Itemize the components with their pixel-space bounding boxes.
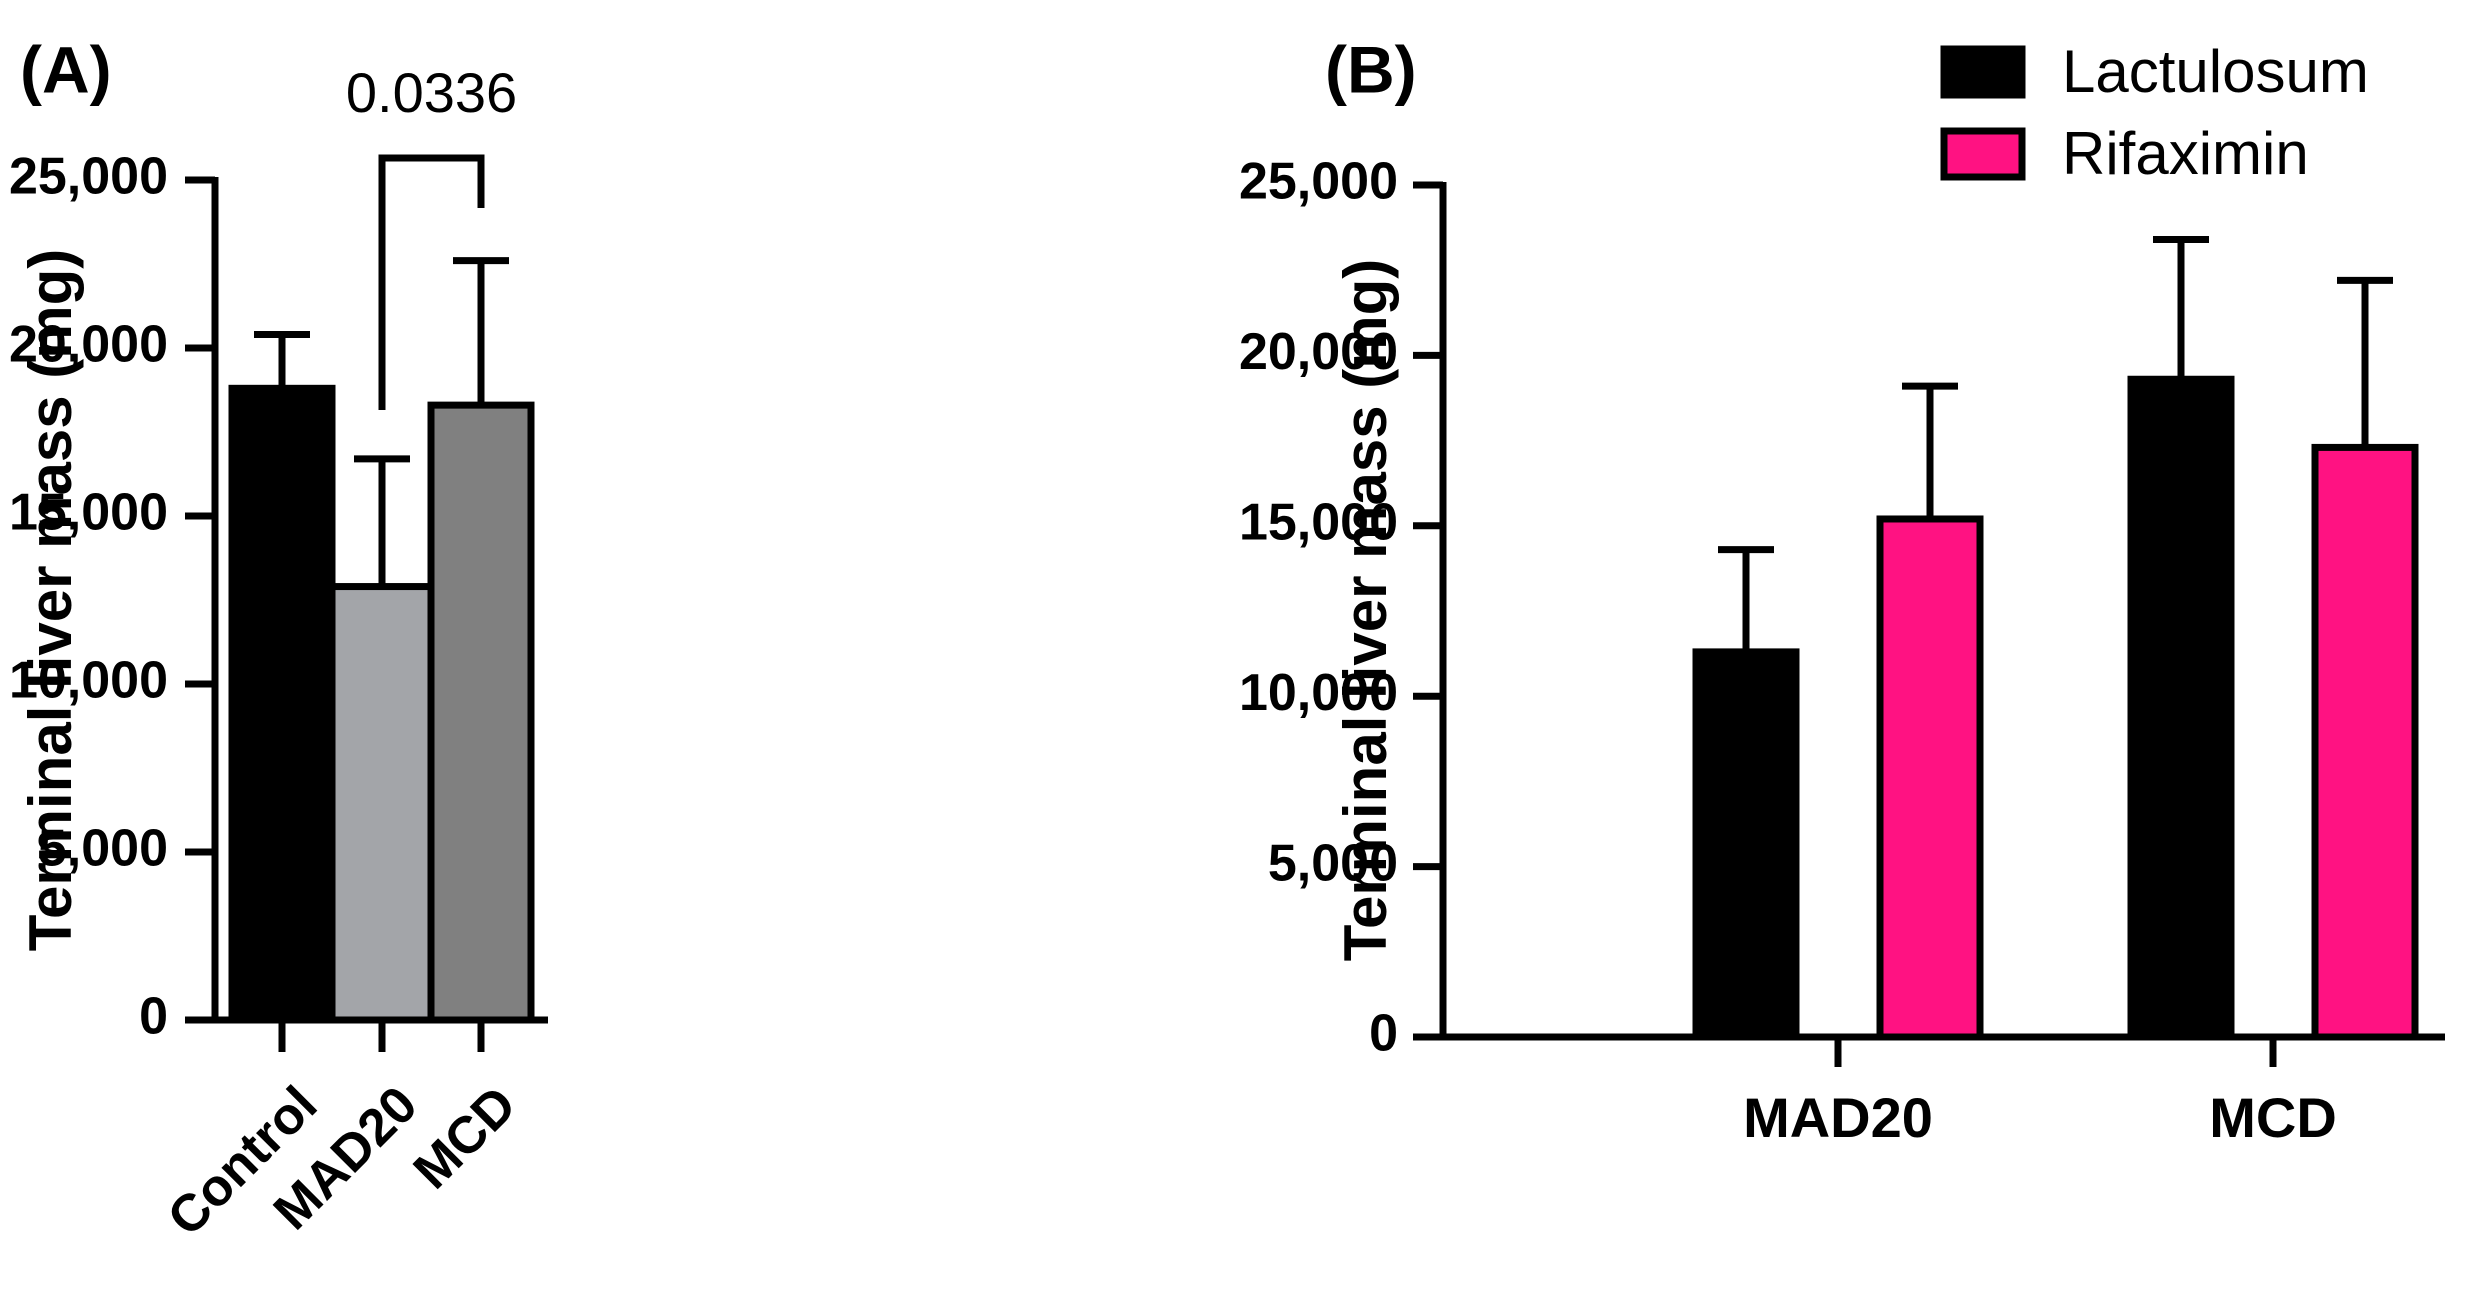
y-tick-label: 15,000	[1239, 494, 1398, 552]
bar-mcd-lactulosum	[2127, 375, 2235, 1041]
bar-mad20-lactulosum	[1692, 648, 1800, 1041]
y-tick-label: 0	[1369, 1005, 1398, 1063]
significance-bracket	[378, 154, 485, 410]
y-tick-label: 25,000	[1239, 153, 1398, 211]
panel-label: (B)	[1325, 32, 1417, 106]
legend-swatch-lactulosum	[1940, 45, 2026, 99]
x-tick-label-mad20: MAD20	[1743, 1086, 1933, 1149]
y-tick-label: 10,000	[9, 652, 168, 710]
y-tick-label: 5,000	[1268, 834, 1398, 892]
y-tick-label: 0	[139, 988, 168, 1046]
y-tick-label: 15,000	[9, 484, 168, 542]
y-tick-label: 25,000	[9, 148, 168, 206]
y-axis-title: Terminal liver mass (mg)	[1332, 259, 1399, 961]
significance-label: 0.0336	[346, 61, 517, 124]
bar-control	[228, 384, 336, 1024]
y-tick-label: 10,000	[1239, 664, 1398, 722]
x-tick-label-mcd: MCD	[2209, 1086, 2337, 1149]
panel-label: (A)	[20, 32, 112, 106]
bar-mcd	[427, 401, 535, 1024]
y-tick-label: 20,000	[1239, 323, 1398, 381]
panel-b: (B) Terminal liver mass (mg) 0 5,000 10,000 1…	[1239, 32, 2445, 1149]
legend-label-rifaximin: Rifaximin	[2062, 120, 2309, 187]
panel-a: (A) Terminal liver mass (mg) 0 5,000 10,000 1…	[9, 32, 548, 1247]
bar-mad20	[328, 583, 436, 1024]
legend-label-lactulosum: Lactulosum	[2062, 38, 2369, 105]
y-axis-title: Terminal liver mass (mg)	[17, 249, 84, 951]
bar-mcd-rifaximin	[2311, 443, 2419, 1041]
y-tick-label: 5,000	[38, 820, 168, 878]
x-tick-label-mcd: MCD	[403, 1075, 528, 1200]
bar-mad20-rifaximin	[1876, 515, 1984, 1041]
y-tick-label: 20,000	[9, 316, 168, 374]
legend-swatch-rifaximin	[1940, 127, 2026, 181]
